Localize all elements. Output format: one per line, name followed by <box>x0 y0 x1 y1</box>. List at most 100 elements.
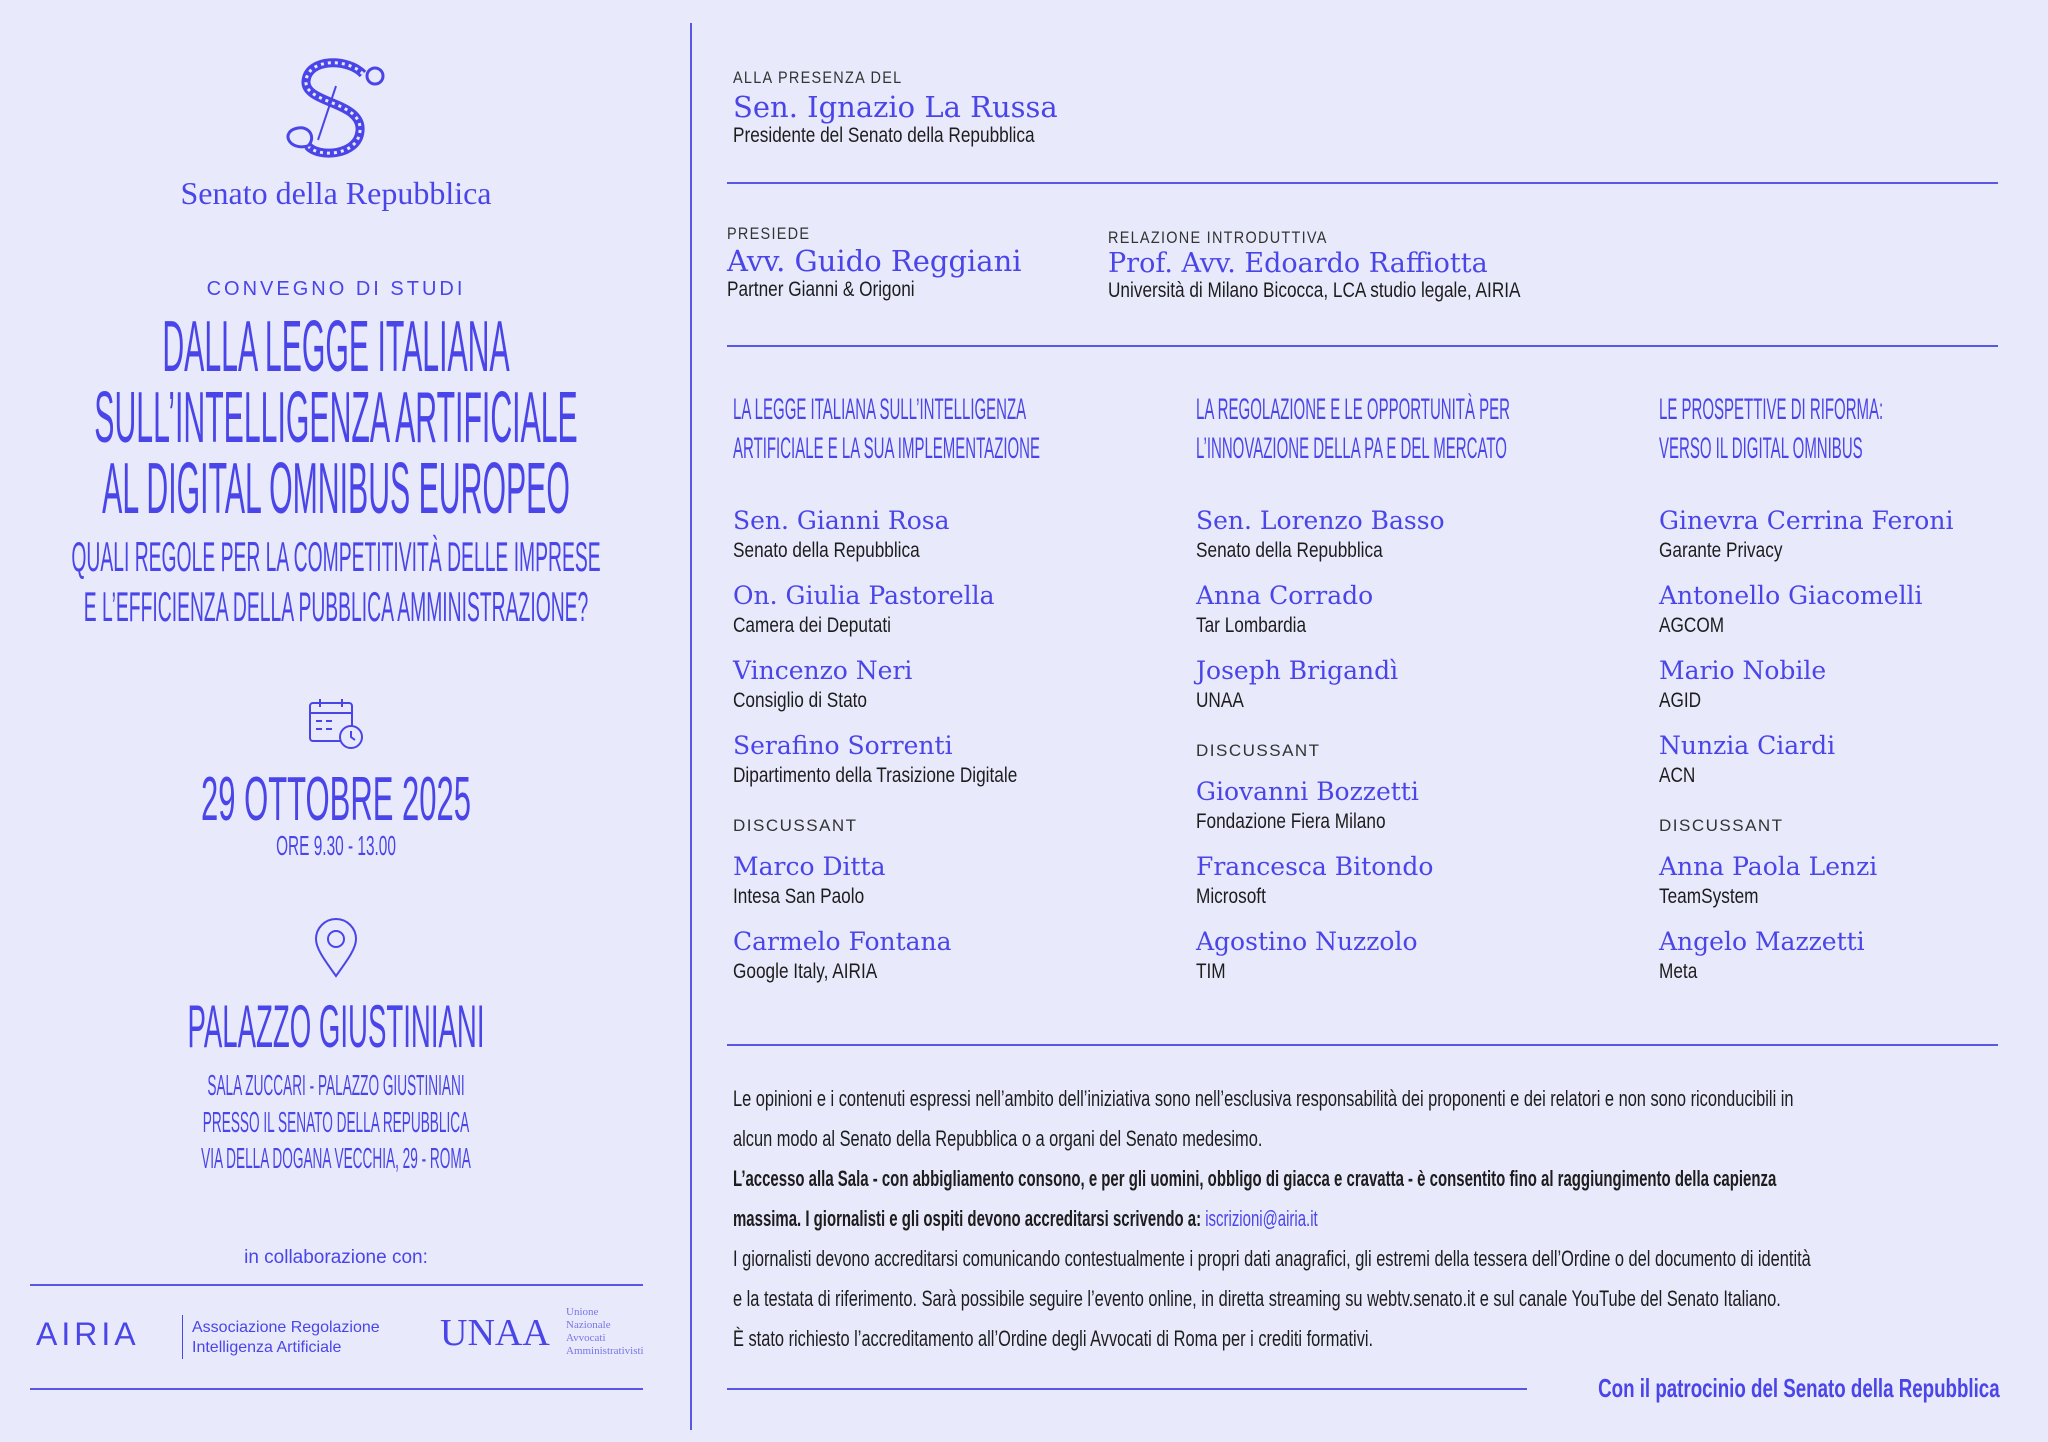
venue-address-line: VIA DELLA DOGANA VECCHIA, 29 - ROMA <box>201 1143 471 1175</box>
chair-role: Partner Gianni & Origoni <box>727 278 915 301</box>
panel-title-line: LA REGOLAZIONE E LE OPPORTUNITÀ PER <box>1196 393 1510 426</box>
intro-role: Università di Milano Bicocca, LCA studio… <box>1108 279 1521 302</box>
divider <box>30 1388 643 1390</box>
access-line: L’accesso alla Sala - con abbigliamento … <box>733 1166 1777 1191</box>
airia-description: Associazione Regolazione Intelligenza Art… <box>192 1318 380 1358</box>
senato-s-emblem-icon <box>286 58 385 158</box>
speaker: Sen. Gianni Rosa Senato della Repubblica <box>733 506 1153 581</box>
panel-title-line: VERSO IL DIGITAL OMNIBUS <box>1659 432 1863 465</box>
event-time: ORE 9.30 - 13.00 <box>0 830 672 862</box>
unaa-word: Nazionale <box>566 1319 611 1331</box>
speaker-name: Carmelo Fontana <box>733 927 952 956</box>
title-line: SULL’INTELLIGENZA ARTIFICIALE <box>94 378 578 458</box>
speaker: Giovanni Bozzetti Fondazione Fiera Milano <box>1196 777 1616 852</box>
speaker: Antonello Giacomelli AGCOM <box>1659 581 2048 656</box>
press-line: I giornalisti devono accreditarsi comuni… <box>733 1246 1811 1271</box>
subtitle-line: QUALI REGOLE PER LA COMPETITIVITÀ DELLE … <box>71 533 601 580</box>
email-link[interactable]: iscrizioni@airia.it <box>1205 1206 1318 1231</box>
speaker-affiliation: Microsoft <box>1196 885 1266 908</box>
speaker-name: Giovanni Bozzetti <box>1196 777 1419 806</box>
access-line-text: massima. I giornalisti e gli ospiti devo… <box>733 1206 1206 1231</box>
event-title: DALLA LEGGE ITALIANA SULL’INTELLIGENZA A… <box>0 307 672 529</box>
speaker: Sen. Lorenzo Basso Senato della Repubblic… <box>1196 506 1616 581</box>
divider <box>727 1044 1998 1046</box>
speaker: Agostino Nuzzolo TIM <box>1196 927 1616 1002</box>
venue-name-text: PALAZZO GIUSTINIANI <box>187 993 485 1060</box>
speaker: Francesca Bitondo Microsoft <box>1196 852 1616 927</box>
speaker-affiliation: ACN <box>1659 764 1696 787</box>
intro-label: RELAZIONE INTRODUTTIVA <box>1108 228 1328 247</box>
divider <box>727 182 1998 184</box>
panel-title: LE PROSPETTIVE DI RIFORMA: VERSO IL DIGIT… <box>1659 390 2048 506</box>
panel-column: LA REGOLAZIONE E LE OPPORTUNITÀ PER L’INN… <box>1196 390 1616 1002</box>
access-line: massima. I giornalisti e gli ospiti devo… <box>733 1206 1318 1232</box>
patronage-text: Con il patrocinio del Senato della Repub… <box>1598 1373 2000 1403</box>
presence-name: Sen. Ignazio La Russa <box>733 90 1058 124</box>
speaker-name: On. Giulia Pastorella <box>733 581 995 610</box>
speaker-affiliation: Fondazione Fiera Milano <box>1196 810 1386 833</box>
speaker-name: Ginevra Cerrina Feroni <box>1659 506 1954 535</box>
institution-name: Senato della Repubblica <box>180 175 492 211</box>
speaker-affiliation: TIM <box>1196 960 1226 983</box>
venue-name: PALAZZO GIUSTINIANI <box>0 992 672 1061</box>
speaker: Joseph Brigandì UNAA <box>1196 656 1616 731</box>
speaker-name: Sen. Gianni Rosa <box>733 506 950 535</box>
divider <box>727 1388 1527 1390</box>
speaker-affiliation: Senato della Repubblica <box>1196 539 1383 562</box>
panel-column: LE PROSPETTIVE DI RIFORMA: VERSO IL DIGIT… <box>1659 390 2048 1002</box>
presence-label: ALLA PRESENZA DEL <box>733 68 903 87</box>
chair-block: PRESIEDE Avv. Guido Reggiani Partner Gia… <box>727 224 1022 302</box>
speaker: On. Giulia Pastorella Camera dei Deputati <box>733 581 1153 656</box>
discussant-label: DISCUSSANT <box>1659 816 1784 835</box>
discussant-label: DISCUSSANT <box>733 816 858 835</box>
title-line: AL DIGITAL OMNIBUS EUROPEO <box>102 449 570 529</box>
speaker-affiliation: UNAA <box>1196 689 1244 712</box>
speaker-name: Francesca Bitondo <box>1196 852 1434 881</box>
speaker: Nunzia Ciardi ACN <box>1659 731 2048 806</box>
chair-label: PRESIEDE <box>727 224 811 243</box>
divider <box>30 1284 643 1286</box>
speaker-name: Anna Corrado <box>1196 581 1374 610</box>
speaker: Vincenzo Neri Consiglio di Stato <box>733 656 1153 731</box>
speaker-name: Mario Nobile <box>1659 656 1827 685</box>
venue-address: SALA ZUCCARI - PALAZZO GIUSTINIANI PRESS… <box>0 1068 672 1178</box>
speaker-name: Angelo Mazzetti <box>1659 927 1865 956</box>
event-subtitle: QUALI REGOLE PER LA COMPETITIVITÀ DELLE … <box>0 532 672 632</box>
speaker: Carmelo Fontana Google Italy, AIRIA <box>733 927 1153 1002</box>
speaker: Ginevra Cerrina Feroni Garante Privacy <box>1659 506 2048 581</box>
airia-description-line: Associazione Regolazione <box>192 1319 380 1336</box>
speaker-name: Nunzia Ciardi <box>1659 731 1836 760</box>
panel-title: LA LEGGE ITALIANA SULL’INTELLIGENZA ARTIF… <box>733 390 1153 506</box>
unaa-description: Unione Nazionale Avvocati Amministrativisti <box>566 1306 644 1358</box>
speaker: Angelo Mazzetti Meta <box>1659 927 2048 1002</box>
event-date: 29 OTTOBRE 2025 <box>0 764 672 835</box>
airia-logo: AIRIA <box>36 1316 140 1352</box>
event-date-text: 29 OTTOBRE 2025 <box>201 765 471 834</box>
speaker-affiliation: Meta <box>1659 960 1698 983</box>
speaker: Mario Nobile AGID <box>1659 656 2048 731</box>
unaa-word: Avvocati <box>566 1332 606 1344</box>
speaker-name: Agostino Nuzzolo <box>1196 927 1418 956</box>
speaker-name: Serafino Sorrenti <box>733 731 953 760</box>
panel-title-line: L’INNOVAZIONE DELLA PA E DEL MERCATO <box>1196 432 1507 465</box>
panel-title: LA REGOLAZIONE E LE OPPORTUNITÀ PER L’INN… <box>1196 390 1616 506</box>
map-pin-icon <box>314 918 358 978</box>
speaker: Anna Paola Lenzi TeamSystem <box>1659 852 2048 927</box>
presence-block: ALLA PRESENZA DEL Sen. Ignazio La Russa … <box>733 68 1101 148</box>
venue-address-line: PRESSO IL SENATO DELLA REPUBBLICA <box>202 1106 470 1139</box>
subtitle-line: E L’EFFICIENZA DELLA PUBBLICA AMMINISTRA… <box>83 583 589 630</box>
speaker-affiliation: TeamSystem <box>1659 885 1759 908</box>
disclaimer-line: Le opinioni e i contenuti espressi nell’… <box>733 1086 1794 1111</box>
panel-title-line: LA LEGGE ITALIANA SULL’INTELLIGENZA <box>733 393 1027 426</box>
speaker-affiliation: Senato della Repubblica <box>733 539 920 562</box>
divider <box>727 345 1998 347</box>
speaker-name: Sen. Lorenzo Basso <box>1196 506 1445 535</box>
event-kicker: CONVEGNO DI STUDI <box>206 278 466 300</box>
speaker-name: Vincenzo Neri <box>733 656 913 685</box>
vertical-divider <box>690 23 692 1430</box>
venue-address-line: SALA ZUCCARI - PALAZZO GIUSTINIANI <box>207 1070 465 1102</box>
unaa-word: Amministrativisti <box>566 1345 644 1357</box>
unaa-word: Unione <box>566 1306 599 1318</box>
speaker-affiliation: Intesa San Paolo <box>733 885 865 908</box>
title-line: DALLA LEGGE ITALIANA <box>162 307 510 387</box>
